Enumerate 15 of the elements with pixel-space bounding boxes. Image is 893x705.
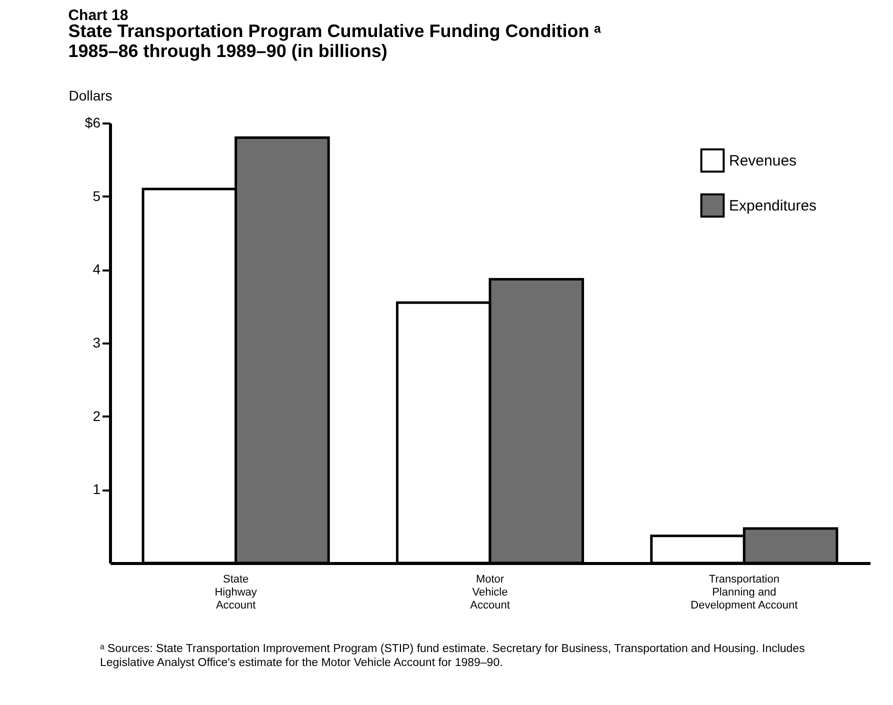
y-tick-label: 3 [92, 334, 101, 350]
y-tick-label: 1 [92, 481, 101, 498]
y-tick-label: 5 [92, 188, 101, 204]
y-axis-title: Dollars [68, 88, 112, 104]
y-tick-label: $6 [84, 114, 101, 130]
legend-label: Expenditures [729, 198, 817, 214]
x-tick-label: Transportation Planning and Development Account [690, 574, 798, 612]
chart-subtitle: State Transportation Program Cumulative Funding Condition ᵃ 1985–86 through 1989–90 (in billions) [68, 21, 602, 61]
text: ᵃ Sources: State Transportation Improvement Program (STIP) fund estimate. Secretary for Business, Transportation and Housing. Includes Legislative Analyst Office's estimate for the Motor Vehicle Account for 1989–90. [100, 642, 806, 670]
x-tick-label: State Highway Account [214, 574, 258, 612]
legend-label: Revenues [729, 152, 797, 170]
y-tick-label: 4 [92, 261, 101, 278]
chart-title: Chart 18 [68, 7, 128, 24]
y-tick-label: 2 [92, 408, 101, 424]
x-tick-label: Motor Vehicle Account [470, 574, 510, 612]
